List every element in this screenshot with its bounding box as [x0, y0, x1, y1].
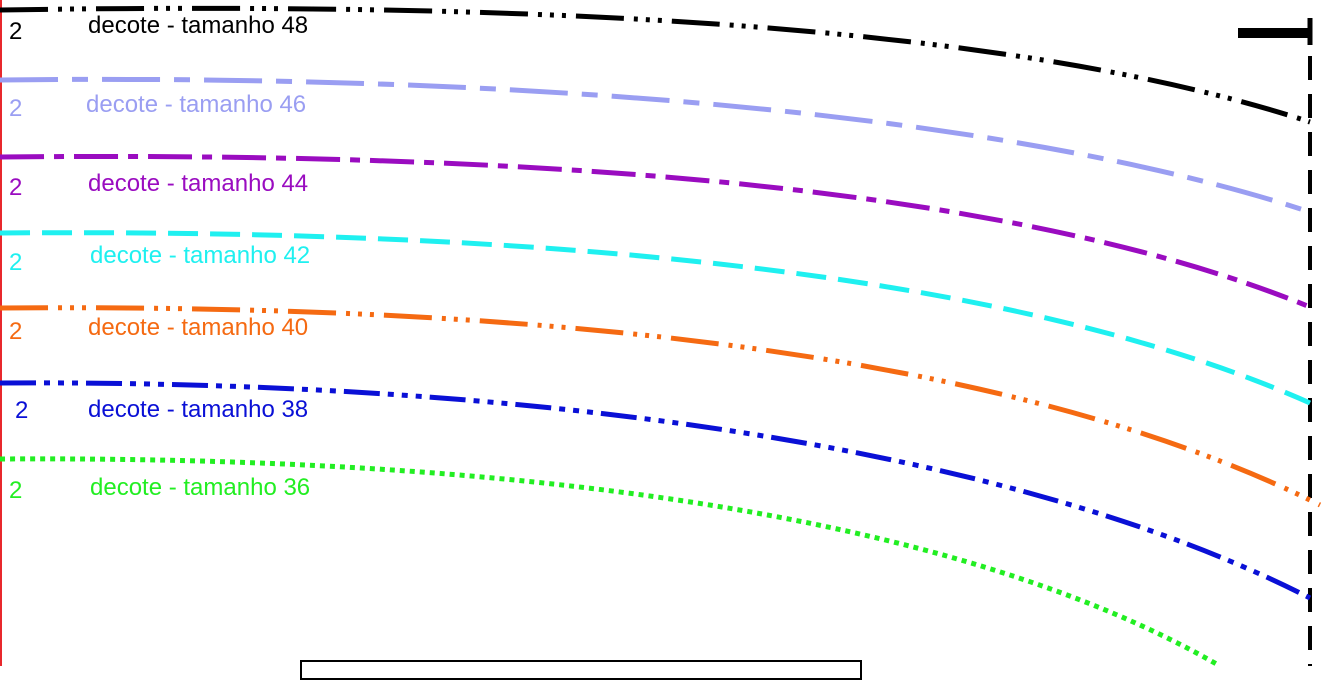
curve-number-40: 2: [9, 318, 23, 345]
curve-number-44: 2: [9, 174, 23, 201]
neckline-curve-42: [0, 230, 1312, 406]
curve-label-48: decote - tamanho 48: [88, 12, 309, 39]
curve-number-46: 2: [9, 95, 23, 122]
curve-label-40: decote - tamanho 40: [88, 314, 309, 341]
neckline-curve-40: [0, 305, 1322, 508]
curve-number-36: 2: [9, 477, 23, 504]
curve-number-48: 2: [9, 18, 23, 45]
pattern-canvas: [0, 5, 1322, 666]
neckline-curve-44: [0, 153, 1311, 310]
curve-number-38: 2: [15, 397, 29, 424]
neckline-curve-46: [0, 76, 1311, 215]
bottom-label-box: [300, 660, 862, 680]
curve-number-42: 2: [9, 249, 23, 276]
curve-label-46: decote - tamanho 46: [86, 91, 307, 118]
curve-label-42: decote - tamanho 42: [90, 242, 311, 269]
curve-label-44: decote - tamanho 44: [88, 170, 309, 197]
neckline-curve-48: [0, 5, 1311, 125]
curve-label-36: decote - tamanho 36: [90, 474, 311, 501]
curve-label-38: decote - tamanho 38: [88, 396, 309, 423]
neckline-curve-36: [0, 456, 1222, 666]
left-border-line: [0, 0, 2, 666]
